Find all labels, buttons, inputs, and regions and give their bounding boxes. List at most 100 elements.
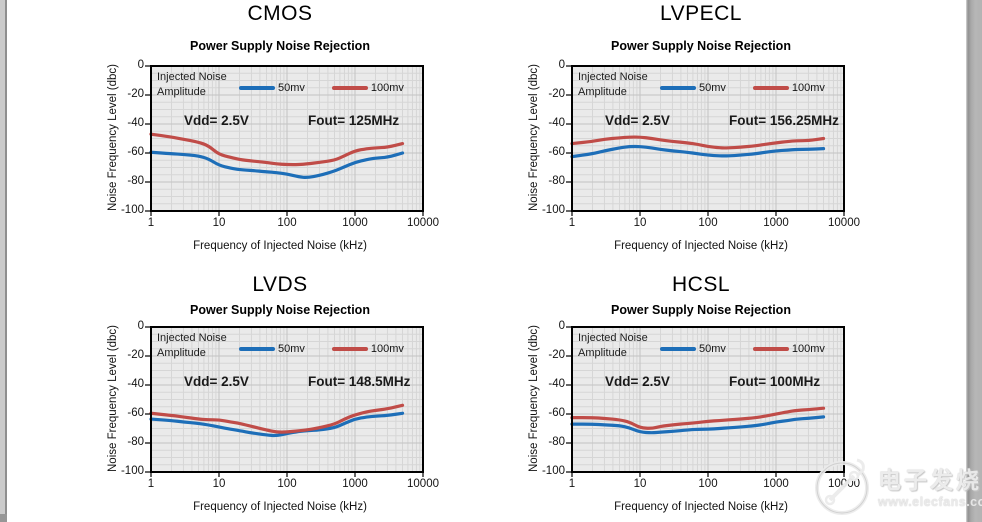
x-tick-label: 10 xyxy=(633,217,647,229)
series-50mv-label: 50mv xyxy=(278,343,305,355)
series-line-50mv xyxy=(570,415,826,435)
vdd-annotation: Vdd= 2.5V xyxy=(184,374,249,389)
y-tick-label: -40 xyxy=(127,378,144,390)
y-tick-label: -100 xyxy=(120,204,144,216)
y-tick-label: -40 xyxy=(548,378,565,390)
y-tick-label: 0 xyxy=(558,59,565,71)
series-100mv-swatch xyxy=(752,347,789,351)
y-tick-label: -100 xyxy=(541,465,565,477)
y-tick-label: -80 xyxy=(127,175,144,187)
page-right-margin xyxy=(966,0,982,522)
plot-area: Injected Noise Amplitude 50mv 100mv Vdd=… xyxy=(542,59,860,229)
y-tick-label: 0 xyxy=(137,59,144,71)
vdd-annotation: Vdd= 2.5V xyxy=(605,113,670,128)
y-tick-labels: 0 -20 -40 -60 -80 -100 xyxy=(525,320,565,477)
series-100mv-label: 100mv xyxy=(791,82,825,94)
chart-cmos: CMOS Power Supply Noise Rejection Noise … xyxy=(104,0,456,261)
legend: Injected Noise Amplitude 50mv 100mv xyxy=(157,330,419,364)
plot-canvas xyxy=(566,326,845,477)
series-100mv-swatch xyxy=(752,86,789,90)
x-tick-label: 10 xyxy=(633,478,647,490)
series-line-100mv xyxy=(570,135,826,150)
y-tick-labels: 0 -20 -40 -60 -80 -100 xyxy=(525,59,565,216)
x-axis-label: Frequency of Injected Noise (kHz) xyxy=(193,240,367,252)
series-line-50mv xyxy=(570,144,826,159)
y-tick-label: -20 xyxy=(548,88,565,100)
chart-lvpecl: LVPECL Power Supply Noise Rejection Nois… xyxy=(525,0,877,261)
x-tick-label: 1 xyxy=(147,478,155,490)
y-tick-labels: 0 -20 -40 -60 -80 -100 xyxy=(104,59,144,216)
chart-lvds: LVDS Power Supply Noise Rejection Noise … xyxy=(104,261,456,522)
y-tick-label: -60 xyxy=(127,146,144,158)
series-50mv-swatch xyxy=(660,86,696,90)
vdd-annotation: Vdd= 2.5V xyxy=(184,113,249,128)
fout-annotation: Fout= 148.5MHz xyxy=(308,374,411,389)
chart-subtitle: Power Supply Noise Rejection xyxy=(611,39,791,53)
series-line-100mv xyxy=(149,132,405,167)
x-tick-label: 10000 xyxy=(407,217,439,229)
series-50mv-label: 50mv xyxy=(278,82,305,94)
vdd-annotation: Vdd= 2.5V xyxy=(605,374,670,389)
y-tick-label: -40 xyxy=(127,117,144,129)
x-tick-label: 10 xyxy=(212,478,226,490)
series-50mv-label: 50mv xyxy=(699,343,726,355)
series-line-100mv xyxy=(149,403,405,434)
y-tick-label: -80 xyxy=(548,436,565,448)
series-50mv-label: 50mv xyxy=(699,82,726,94)
series-line-50mv xyxy=(149,150,405,179)
series-100mv-label: 100mv xyxy=(370,82,404,94)
plot-area: Injected Noise Amplitude 50mv 100mv Vdd=… xyxy=(121,320,439,490)
fout-annotation: Fout= 156.25MHz xyxy=(729,113,839,128)
series-100mv-label: 100mv xyxy=(370,343,404,355)
y-tick-label: -20 xyxy=(127,88,144,100)
x-tick-label: 1000 xyxy=(342,217,368,229)
series-line-50mv xyxy=(149,411,405,438)
y-tick-label: 0 xyxy=(137,320,144,332)
chart-subtitle: Power Supply Noise Rejection xyxy=(190,39,370,53)
y-tick-label: -40 xyxy=(548,117,565,129)
chart-title: LVPECL xyxy=(660,2,742,25)
y-tick-label: 0 xyxy=(558,320,565,332)
series-50mv-swatch xyxy=(239,347,275,351)
series-line-100mv xyxy=(570,406,826,430)
plot-canvas xyxy=(145,65,424,216)
x-tick-label: 1 xyxy=(147,217,155,229)
x-tick-label: 1 xyxy=(568,478,576,490)
x-tick-label: 10 xyxy=(212,217,226,229)
series-100mv-swatch xyxy=(331,347,368,351)
chart-title: LVDS xyxy=(252,273,308,296)
y-tick-label: -80 xyxy=(548,175,565,187)
page-left-edge xyxy=(0,0,5,522)
y-tick-label: -60 xyxy=(548,407,565,419)
x-tick-label: 10000 xyxy=(828,217,860,229)
y-tick-label: -80 xyxy=(127,436,144,448)
legend: Injected Noise Amplitude 50mv 100mv xyxy=(578,330,840,364)
legend-title: Injected Noise Amplitude xyxy=(578,71,648,98)
x-axis-label: Frequency of Injected Noise (kHz) xyxy=(614,501,788,513)
x-tick-label: 1000 xyxy=(763,217,789,229)
plot-canvas xyxy=(566,65,845,216)
legend-title: Injected Noise Amplitude xyxy=(578,332,648,359)
legend-title: Injected Noise Amplitude xyxy=(157,71,227,98)
chart-subtitle: Power Supply Noise Rejection xyxy=(611,303,791,317)
series-100mv-swatch xyxy=(331,86,368,90)
series-50mv-swatch xyxy=(660,347,696,351)
y-tick-label: -60 xyxy=(127,407,144,419)
page-bottom-left-corner xyxy=(0,514,7,522)
fout-annotation: Fout= 100MHz xyxy=(729,374,821,389)
x-tick-label: 1 xyxy=(568,217,576,229)
series-50mv-swatch xyxy=(239,86,275,90)
page-left-shadow xyxy=(5,0,7,522)
fout-annotation: Fout= 125MHz xyxy=(308,113,400,128)
y-tick-label: -20 xyxy=(127,349,144,361)
x-tick-label: 10000 xyxy=(407,478,439,490)
x-tick-label: 100 xyxy=(277,217,297,229)
y-tick-label: -100 xyxy=(541,204,565,216)
legend-title: Injected Noise Amplitude xyxy=(157,332,227,359)
x-axis-label: Frequency of Injected Noise (kHz) xyxy=(614,240,788,252)
chart-title: CMOS xyxy=(247,2,313,25)
legend: Injected Noise Amplitude 50mv 100mv xyxy=(157,69,419,103)
x-tick-label: 100 xyxy=(277,478,297,490)
x-axis-label: Frequency of Injected Noise (kHz) xyxy=(193,501,367,513)
